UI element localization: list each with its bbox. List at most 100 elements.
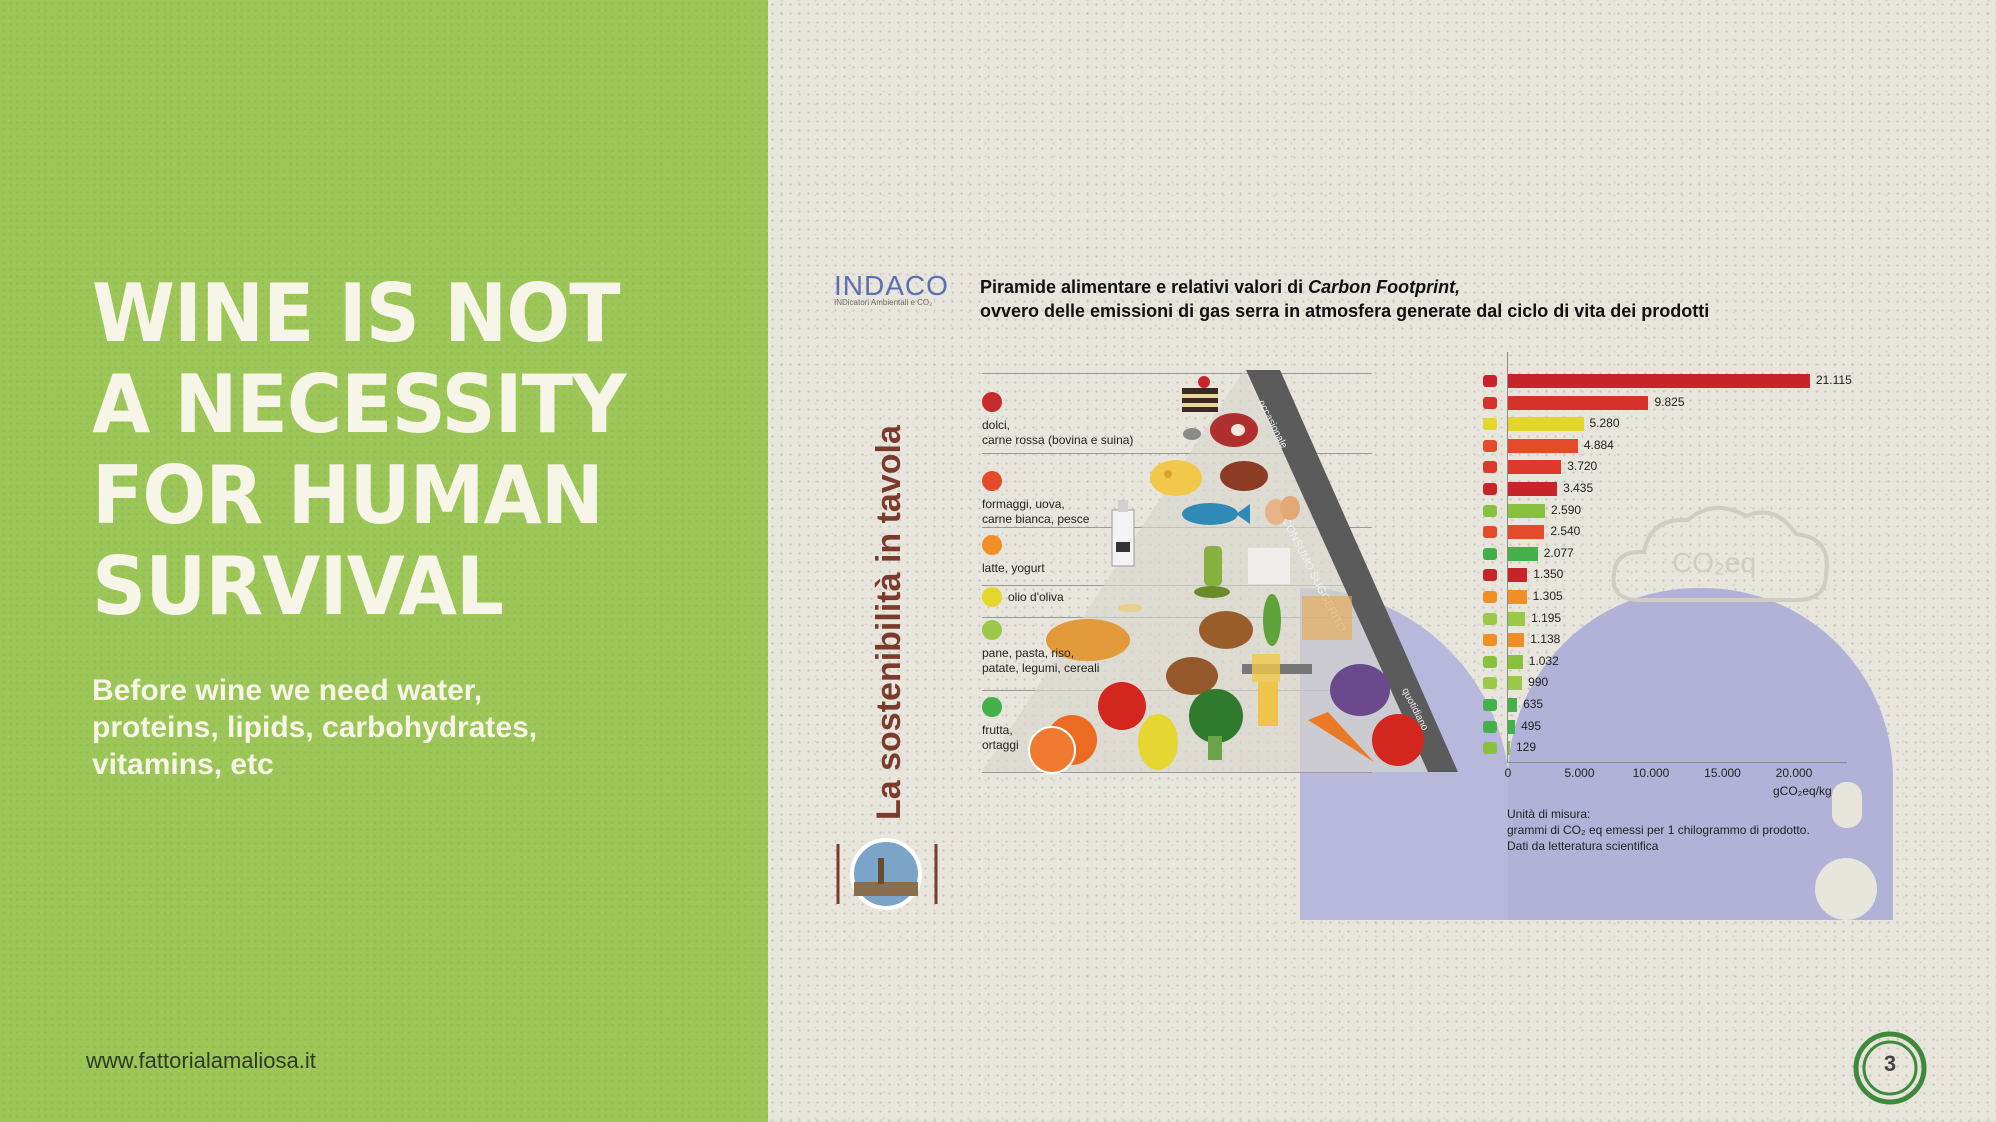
rice-icon bbox=[1483, 677, 1497, 689]
legend-text: olio d'oliva bbox=[1008, 589, 1064, 604]
wheat-icon bbox=[1302, 596, 1352, 640]
chart-bar bbox=[1508, 676, 1523, 690]
chart-bar bbox=[1508, 720, 1516, 734]
chart-bar bbox=[1508, 633, 1525, 647]
legend-item: latte, yogurt bbox=[982, 535, 1045, 576]
title-emphasis: Carbon Footprint, bbox=[1308, 277, 1461, 297]
left-panel: WINE IS NOT A NECESSITY FOR HUMAN SURVIV… bbox=[0, 0, 768, 1122]
bar-value-label: 1.195 bbox=[1531, 611, 1562, 625]
axis-unit: gCO₂eq/kg bbox=[1773, 784, 1832, 798]
bar-value-label: 1.305 bbox=[1532, 589, 1563, 603]
decorative-hole bbox=[1815, 858, 1877, 920]
headline-line: SURVIVAL bbox=[92, 540, 504, 633]
legend-item: frutta, ortaggi bbox=[982, 697, 1019, 753]
broccoli-icon bbox=[1483, 548, 1497, 560]
legend-text: carne rossa (bovina e suina) bbox=[982, 433, 1134, 447]
pea-icon bbox=[1263, 594, 1281, 646]
pasta-icon bbox=[1483, 656, 1497, 668]
bar-value-label: 3.720 bbox=[1567, 459, 1598, 473]
measurement-note: Unità di misura: grammi di CO₂ eq emessi… bbox=[1507, 806, 1887, 854]
bread-icon bbox=[1046, 604, 1142, 661]
pyramid-guide-line bbox=[982, 373, 1372, 374]
legend-text: patate, legumi, cereali bbox=[982, 661, 1100, 675]
chart-bar bbox=[1508, 612, 1526, 626]
legend-item: olio d'oliva bbox=[982, 587, 1064, 607]
legend-item: pane, pasta, riso, patate, legumi, cerea… bbox=[982, 620, 1099, 676]
note-line: grammi di CO₂ eq emessi per 1 chilogramm… bbox=[1507, 823, 1810, 837]
headline-line: A NECESSITY bbox=[92, 358, 627, 451]
note-line: Dati da letteratura scientifica bbox=[1507, 839, 1659, 853]
pork-icon bbox=[1483, 483, 1497, 495]
steak-icon bbox=[1483, 397, 1497, 409]
legend-item: formaggi, uova, carne bianca, pesce bbox=[982, 471, 1089, 527]
cheese-icon bbox=[1483, 418, 1497, 430]
yogurt-icon bbox=[1248, 548, 1290, 584]
onion-icon bbox=[1330, 664, 1390, 716]
bar-value-label: 5.280 bbox=[1589, 416, 1620, 430]
bar-value-label: 129 bbox=[1516, 740, 1537, 754]
oil-icon bbox=[1194, 546, 1230, 598]
bar-value-label: 1.350 bbox=[1533, 567, 1564, 581]
milk-icon bbox=[1111, 500, 1135, 567]
indaco-logo: INDACO INDicatori Ambientali e CO₂ bbox=[834, 270, 949, 307]
chicken-icon bbox=[1483, 461, 1497, 473]
bar-value-label: 2.077 bbox=[1543, 546, 1574, 560]
apple-icon bbox=[1483, 699, 1497, 711]
legend-dot bbox=[982, 587, 1002, 607]
legend-text: pane, pasta, riso, bbox=[982, 646, 1075, 660]
carrot-icon bbox=[1308, 712, 1374, 762]
legend-text: ortaggi bbox=[982, 738, 1019, 752]
egg-icon bbox=[1265, 496, 1300, 525]
vegetable-icon bbox=[1483, 721, 1497, 733]
legend-text: frutta, bbox=[982, 723, 1013, 737]
sweets-icon bbox=[1483, 569, 1497, 581]
cake-icon bbox=[1182, 376, 1218, 412]
subtext-line: proteins, lipids, carbohydrates, bbox=[92, 711, 538, 744]
pyramid-guide-line bbox=[982, 772, 1372, 773]
chart-bar bbox=[1508, 482, 1558, 496]
bean-icon bbox=[1483, 505, 1497, 517]
x-tick-label: 0 bbox=[1504, 766, 1512, 780]
co2-cloud-icon: CO₂eq bbox=[1611, 505, 1829, 602]
legend-dot bbox=[982, 535, 1002, 555]
fish-icon bbox=[1483, 440, 1497, 452]
chart-bar bbox=[1508, 396, 1649, 410]
broccoli-icon bbox=[1189, 689, 1243, 760]
legend-dot bbox=[982, 471, 1002, 491]
chart-bar bbox=[1508, 590, 1527, 604]
legend-dot bbox=[982, 620, 1002, 640]
beef-icon bbox=[1483, 375, 1497, 387]
bar-value-label: 635 bbox=[1523, 697, 1544, 711]
chart-bar bbox=[1508, 568, 1528, 582]
cheese-icon bbox=[1150, 460, 1202, 496]
website-link[interactable]: www.fattorialamaliosa.it bbox=[86, 1048, 316, 1073]
orange-icon bbox=[1028, 715, 1097, 774]
infographic-panel bbox=[768, 0, 1996, 1122]
chicken-icon bbox=[1220, 461, 1268, 491]
bar-value-label: 1.138 bbox=[1530, 632, 1561, 646]
page-number: 3 bbox=[1883, 1051, 1897, 1076]
bar-value-label: 3.435 bbox=[1563, 481, 1594, 495]
chart-bar bbox=[1508, 439, 1578, 453]
pyramid-guide-line bbox=[982, 453, 1372, 454]
legend-dot bbox=[982, 697, 1002, 717]
bar-value-label: 2.540 bbox=[1550, 524, 1581, 538]
pasta-icon bbox=[1258, 682, 1278, 726]
potato-icon bbox=[1483, 742, 1497, 754]
chart-bar bbox=[1508, 698, 1518, 712]
x-tick-label: 15.000 bbox=[1704, 766, 1741, 780]
chart-bar bbox=[1508, 525, 1545, 539]
bar-value-label: 2.590 bbox=[1551, 503, 1582, 517]
x-tick-label: 20.000 bbox=[1775, 766, 1813, 780]
legend-dot bbox=[982, 392, 1002, 412]
pig-icon bbox=[1183, 428, 1201, 440]
chart-y-axis bbox=[1507, 352, 1508, 762]
indaco-sub: INDicatori Ambientali e CO₂ bbox=[834, 298, 933, 307]
infographic-title: Piramide alimentare e relativi valori di… bbox=[980, 275, 1780, 323]
steak-icon bbox=[1210, 413, 1258, 447]
tomato-icon bbox=[1372, 714, 1424, 766]
fish-icon bbox=[1182, 503, 1250, 525]
plate-icon bbox=[836, 838, 938, 910]
chart-bar bbox=[1508, 417, 1584, 431]
